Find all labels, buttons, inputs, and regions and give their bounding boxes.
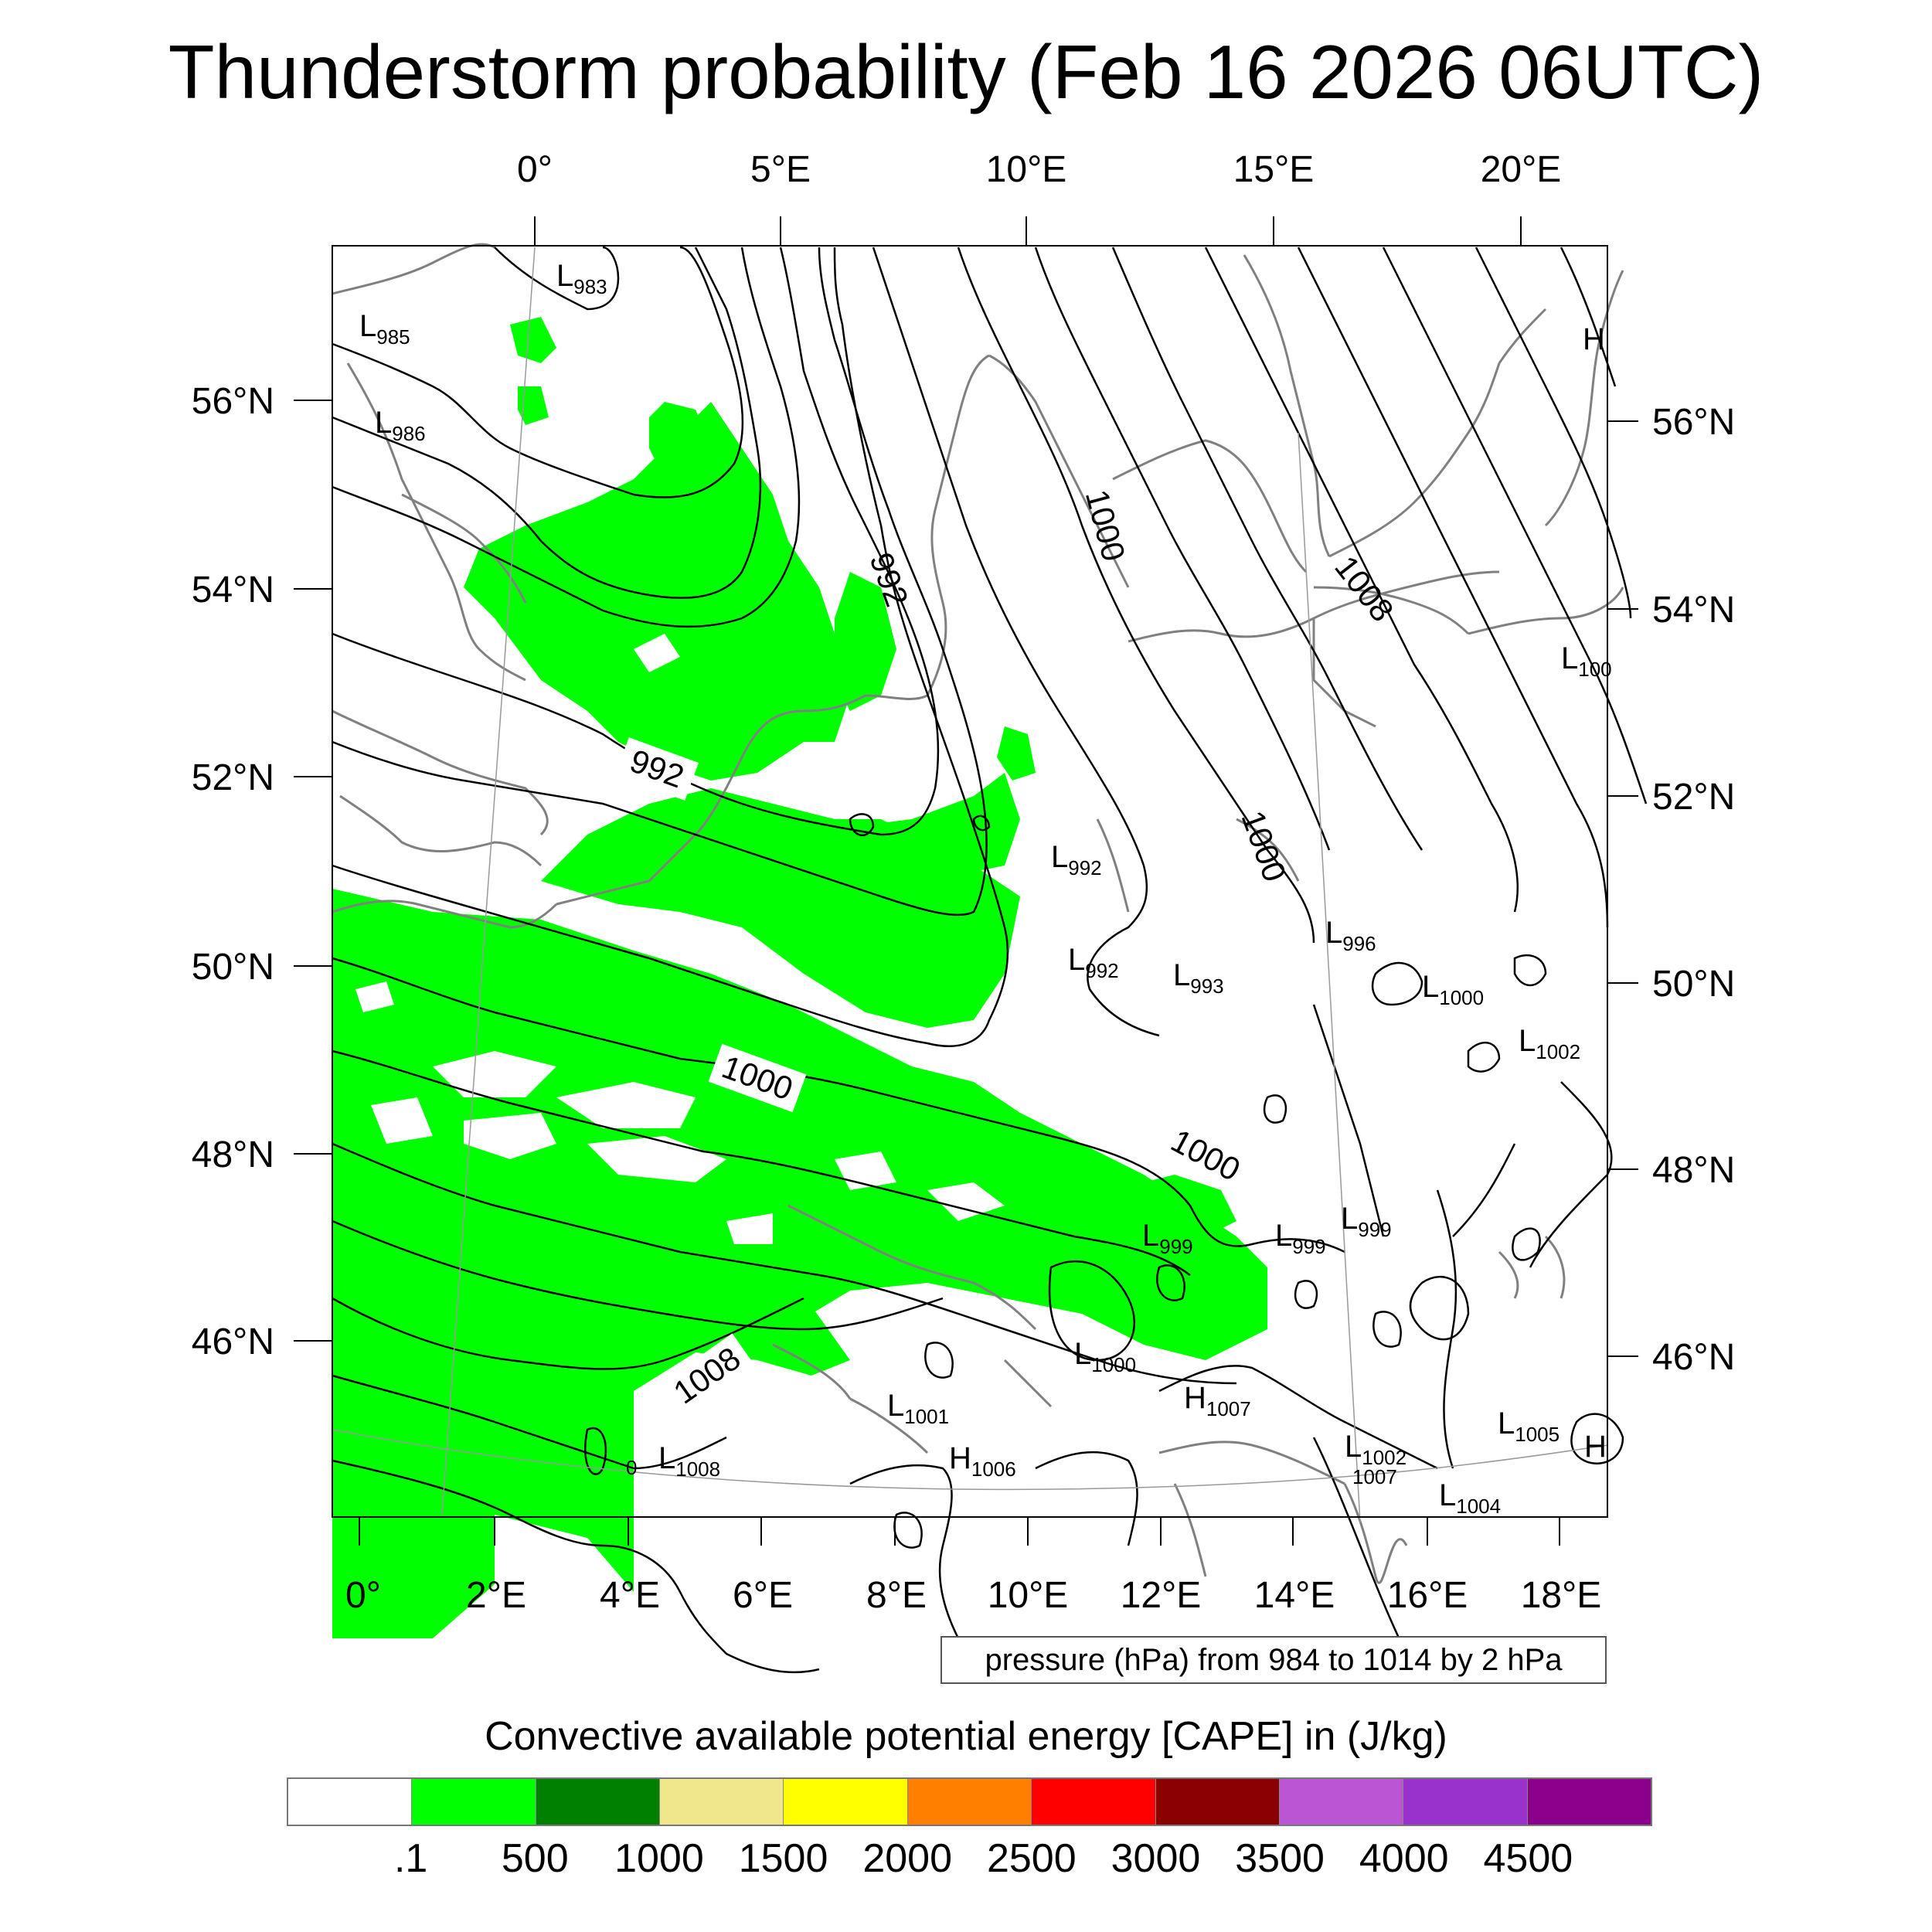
colorbar-swatch (412, 1779, 536, 1825)
colorbar-swatch (1279, 1779, 1404, 1825)
bottom-axis-label: 4°E (600, 1575, 660, 1616)
pressure-center: L1002 (1519, 1024, 1580, 1063)
graticule (332, 247, 1608, 1523)
colorbar-swatch (1155, 1779, 1280, 1825)
pressure-center: L992 (1068, 943, 1119, 982)
colorbar-swatch (1032, 1779, 1156, 1825)
left-axis-label: 46°N (192, 1321, 274, 1362)
colorbar-label: 1000 (614, 1836, 704, 1881)
right-axis-label: 48°N (1652, 1150, 1735, 1191)
pressure-center: L986 (375, 406, 426, 445)
left-axis-label: 52°N (192, 757, 274, 798)
left-axis-label: 50°N (192, 947, 274, 988)
pressure-center: L1000 (1422, 970, 1484, 1009)
pressure-center: L985 (359, 309, 410, 349)
colorbar-title: Convective available potential energy [C… (485, 1714, 1447, 1759)
cape-gaps (355, 634, 1005, 1244)
top-axis-label: 5°E (750, 149, 811, 190)
right-axis-labels: 56°N 54°N 52°N 50°N 48°N 46°N (1652, 402, 1735, 1378)
pressure-center: L996 (1325, 916, 1376, 955)
axis-ticks (294, 216, 1638, 1546)
colorbar-swatch (784, 1779, 908, 1825)
bottom-axis-label: 0° (345, 1575, 381, 1616)
left-axis-labels: 56°N 54°N 52°N 50°N 48°N 46°N (192, 381, 274, 1362)
isobar-label: 1000 (1079, 486, 1133, 565)
colorbar-label: 2500 (986, 1836, 1077, 1881)
top-axis-label: 0° (517, 149, 553, 190)
pressure-center: L999 (1341, 1202, 1392, 1241)
colorbar-swatch (1527, 1779, 1651, 1825)
colorbar-label: 3500 (1235, 1836, 1325, 1881)
left-axis-label: 48°N (192, 1134, 274, 1175)
pressure-center: L999 (1142, 1219, 1193, 1258)
right-axis-label: 46°N (1652, 1337, 1735, 1378)
pressure-center: L992 (1051, 840, 1102, 879)
colorbar-swatch (1403, 1779, 1528, 1825)
pressure-center: H (1583, 322, 1605, 356)
map-frame (332, 245, 1608, 1518)
map-title: Thunderstorm probability (Feb 16 2026 06… (168, 29, 1764, 114)
pressure-note: pressure (hPa) from 984 to 1014 by 2 hPa (940, 1636, 1607, 1684)
colorbar-label: 4000 (1359, 1836, 1449, 1881)
pressure-center: H1006 (949, 1441, 1016, 1481)
colorbar-swatch (907, 1779, 1032, 1825)
bottom-axis-label: 8°E (866, 1575, 927, 1616)
top-axis-labels: 0° 5°E 10°E 15°E 20°E (517, 149, 1561, 190)
colorbar (287, 1777, 1652, 1826)
colorbar-swatch (288, 1779, 413, 1825)
left-axis-label: 54°N (192, 570, 274, 611)
pressure-center: L993 (1173, 958, 1224, 998)
colorbar-label: 4500 (1483, 1836, 1573, 1881)
cape-areas (332, 317, 1267, 1638)
pressure-center: L1002 (1345, 1430, 1406, 1469)
right-axis-label: 54°N (1652, 590, 1735, 631)
bottom-axis-label: 16°E (1387, 1575, 1468, 1616)
pressure-center: L1001 (887, 1389, 949, 1428)
top-axis-label: 10°E (986, 149, 1067, 190)
pressure-center: H (1584, 1430, 1607, 1464)
pressure-center: L1004 (1439, 1478, 1501, 1518)
top-axis-label: 15°E (1233, 149, 1315, 190)
bottom-axis-label: 18°E (1521, 1575, 1602, 1616)
pressure-center: L100 (1561, 641, 1612, 681)
colorbar-swatch (660, 1779, 784, 1825)
isobars (332, 246, 1648, 1674)
pressure-centers: L983 L985 L986 L992 L992 L993 L996 L1000… (359, 259, 1612, 1518)
colorbar-label: 2000 (862, 1836, 953, 1881)
right-axis-label: 50°N (1652, 964, 1735, 1005)
pressure-center: L983 (556, 259, 607, 298)
pressure-center: L1000 (1074, 1337, 1136, 1376)
right-axis-label: 52°N (1652, 777, 1735, 818)
colorbar-swatch (536, 1779, 661, 1825)
colorbar-label: 1500 (738, 1836, 828, 1881)
coastlines (332, 243, 1624, 1584)
pressure-center: L1008 (658, 1441, 720, 1481)
top-axis-label: 20°E (1481, 149, 1562, 190)
colorbar-label: .1 (393, 1836, 428, 1881)
bottom-axis-label: 10°E (988, 1575, 1069, 1616)
left-axis-label: 56°N (192, 381, 274, 422)
colorbar-label: 500 (501, 1836, 569, 1881)
pressure-center: L1005 (1498, 1406, 1560, 1446)
bottom-axis-label: 6°E (733, 1575, 793, 1616)
isobar-label: 1000 (1234, 806, 1293, 886)
pressure-center: H1007 (1184, 1381, 1251, 1420)
bottom-axis-label: 12°E (1121, 1575, 1202, 1616)
bottom-axis-label: 2°E (466, 1575, 526, 1616)
stray-label: 1007 (1352, 1465, 1397, 1488)
bottom-axis-label: 14°E (1254, 1575, 1335, 1616)
stray-label: 0 (626, 1456, 637, 1479)
bottom-axis-labels: 0° 2°E 4°E 6°E 8°E 10°E 12°E 14°E 16°E 1… (345, 1575, 1601, 1616)
pressure-center: L999 (1275, 1219, 1326, 1258)
colorbar-label: 3000 (1111, 1836, 1201, 1881)
right-axis-label: 56°N (1652, 402, 1735, 443)
